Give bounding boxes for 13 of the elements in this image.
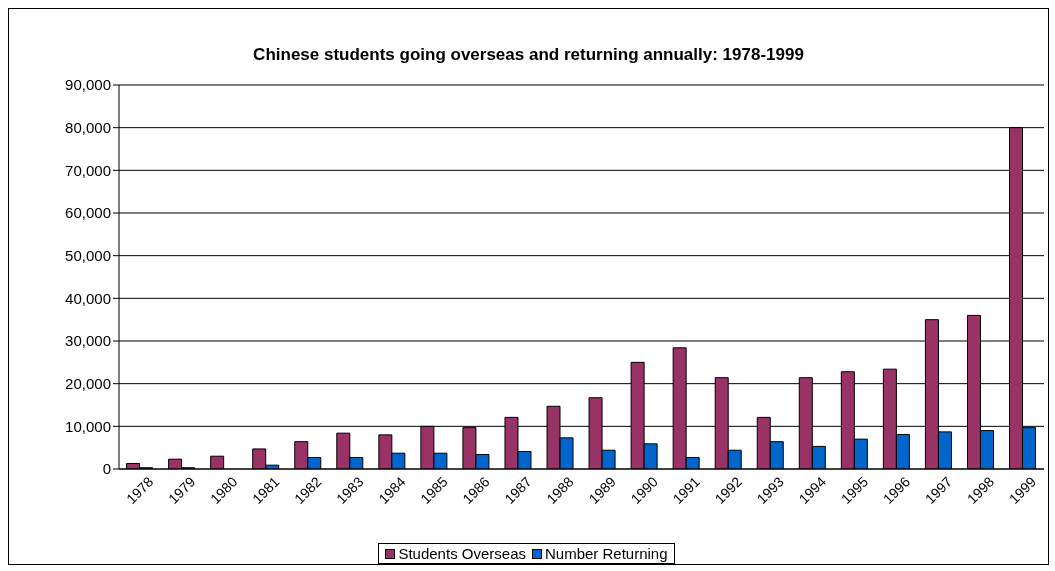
y-tick-label: 20,000 — [65, 374, 111, 392]
chart-title: Chinese students going overseas and returning annually: 1978-1999 — [252, 45, 805, 66]
y-tick-label: 50,000 — [65, 246, 111, 264]
legend-label: Number Returning — [544, 545, 668, 562]
y-tick-label: 60,000 — [65, 204, 111, 222]
y-tick-label: 90,000 — [65, 76, 111, 94]
y-tick-label: 80,000 — [65, 118, 111, 136]
y-tick-label: 70,000 — [65, 161, 111, 179]
y-tick-label: 30,000 — [65, 332, 111, 350]
legend-label: Students Overseas — [397, 545, 526, 562]
y-tick-label: 10,000 — [65, 417, 111, 435]
y-tick-label: 0 — [102, 460, 111, 478]
y-tick-label: 40,000 — [65, 289, 111, 307]
